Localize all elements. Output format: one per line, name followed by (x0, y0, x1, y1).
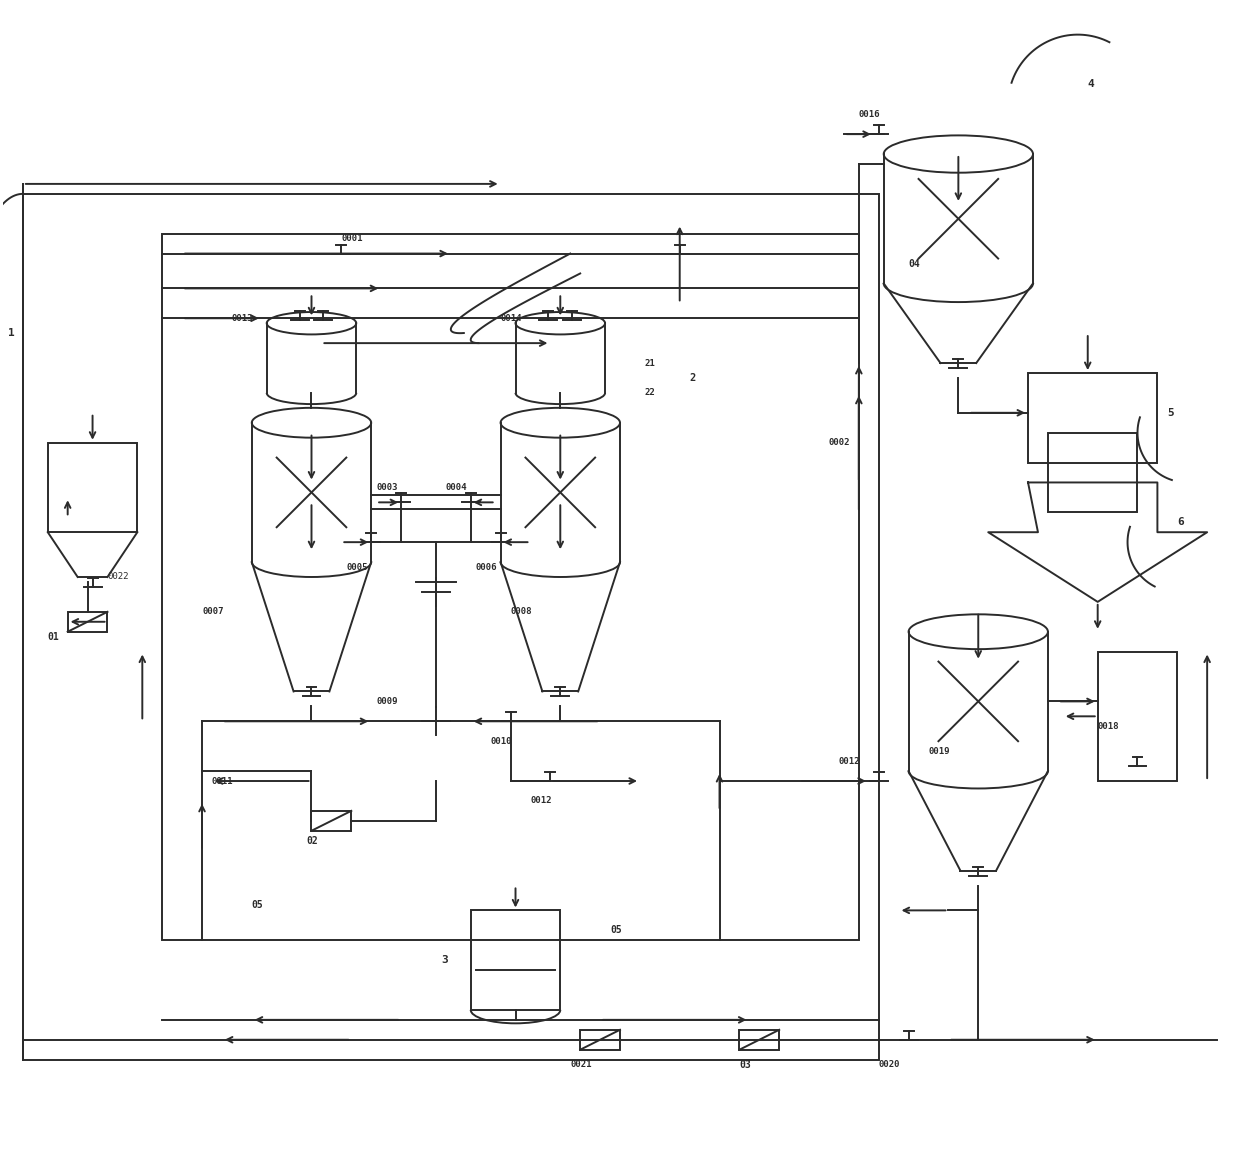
Text: 0002: 0002 (830, 438, 851, 447)
Text: 0009: 0009 (376, 697, 398, 706)
Bar (471, 910, 560, 1010)
Bar (68, 612, 108, 631)
Bar (311, 811, 351, 831)
Text: 21: 21 (645, 358, 656, 367)
Bar (1097, 652, 1177, 781)
Text: 0018: 0018 (1097, 722, 1120, 730)
Text: 0016: 0016 (859, 109, 880, 119)
Text: 0014: 0014 (501, 313, 522, 323)
Bar (22, 194, 879, 1060)
Bar (739, 1030, 779, 1049)
Text: 0020: 0020 (879, 1060, 900, 1069)
Text: 0019: 0019 (929, 746, 950, 756)
Text: 01: 01 (48, 631, 60, 642)
Text: 0005: 0005 (346, 562, 368, 571)
Text: 0010: 0010 (491, 736, 512, 745)
Text: 6: 6 (1177, 517, 1184, 528)
Text: 0006: 0006 (476, 562, 497, 571)
Bar (162, 234, 859, 940)
Text: 05: 05 (610, 925, 621, 935)
Text: 02: 02 (306, 835, 319, 846)
Text: 5: 5 (1167, 408, 1174, 418)
Text: 3: 3 (441, 955, 448, 965)
Bar (48, 442, 138, 532)
Text: 0013: 0013 (232, 313, 253, 323)
Text: 0012: 0012 (839, 757, 861, 766)
Bar (1028, 373, 1157, 463)
Text: 03: 03 (739, 1060, 751, 1070)
Text: 0004: 0004 (446, 483, 467, 492)
Text: 4: 4 (1087, 79, 1095, 90)
Text: 0001: 0001 (341, 234, 363, 243)
Text: 04: 04 (909, 258, 920, 268)
Text: 2: 2 (689, 373, 696, 382)
Text: 0022: 0022 (108, 573, 129, 582)
Text: 0008: 0008 (511, 607, 532, 616)
Text: 0007: 0007 (202, 607, 223, 616)
Text: 0021: 0021 (570, 1060, 591, 1069)
Text: 0012: 0012 (531, 796, 552, 805)
Text: 0003: 0003 (376, 483, 398, 492)
Bar (580, 1030, 620, 1049)
Text: 0011: 0011 (212, 776, 233, 786)
Text: 22: 22 (645, 388, 656, 397)
Text: 1: 1 (7, 328, 15, 339)
Bar (1048, 433, 1137, 513)
Text: 05: 05 (252, 901, 264, 910)
